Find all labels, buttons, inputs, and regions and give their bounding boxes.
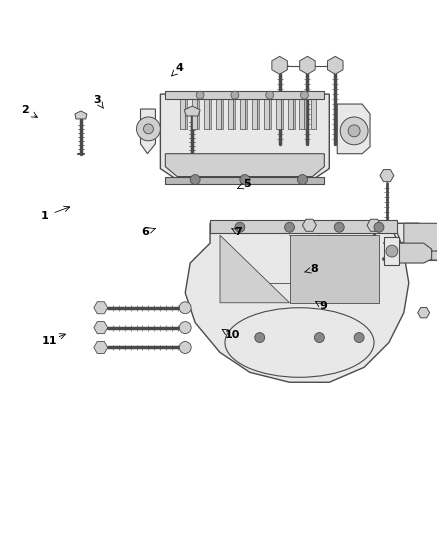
Circle shape <box>374 222 384 232</box>
Circle shape <box>314 333 324 343</box>
Polygon shape <box>252 97 257 129</box>
Polygon shape <box>165 91 324 99</box>
Circle shape <box>340 117 368 145</box>
Polygon shape <box>384 243 438 259</box>
Circle shape <box>348 125 360 137</box>
Polygon shape <box>300 56 315 74</box>
Polygon shape <box>264 97 268 129</box>
Circle shape <box>386 245 398 257</box>
Polygon shape <box>418 308 430 318</box>
Polygon shape <box>94 321 108 334</box>
Ellipse shape <box>225 308 374 377</box>
Circle shape <box>179 302 191 314</box>
Text: 8: 8 <box>311 264 318 274</box>
Polygon shape <box>337 104 370 154</box>
Polygon shape <box>184 106 200 116</box>
Polygon shape <box>185 97 187 129</box>
Polygon shape <box>180 97 185 129</box>
Polygon shape <box>245 97 247 129</box>
Polygon shape <box>272 56 287 74</box>
Polygon shape <box>290 235 379 303</box>
Polygon shape <box>141 109 155 154</box>
Circle shape <box>231 91 239 99</box>
Polygon shape <box>209 97 211 129</box>
Polygon shape <box>75 111 87 119</box>
Polygon shape <box>303 219 316 231</box>
Polygon shape <box>210 220 397 233</box>
Polygon shape <box>304 97 307 129</box>
Polygon shape <box>185 223 427 382</box>
Text: 7: 7 <box>235 227 243 237</box>
Circle shape <box>255 333 265 343</box>
Polygon shape <box>268 97 271 129</box>
Circle shape <box>144 124 153 134</box>
Polygon shape <box>300 97 304 129</box>
Polygon shape <box>288 97 293 129</box>
Polygon shape <box>233 97 235 129</box>
Circle shape <box>137 117 160 141</box>
Polygon shape <box>311 97 316 129</box>
Polygon shape <box>394 243 431 263</box>
Circle shape <box>297 175 307 184</box>
Polygon shape <box>197 97 199 129</box>
Circle shape <box>334 222 344 232</box>
Circle shape <box>196 91 204 99</box>
Text: 1: 1 <box>41 211 49 221</box>
Circle shape <box>235 222 245 232</box>
Text: 6: 6 <box>141 227 149 237</box>
Circle shape <box>354 333 364 343</box>
Polygon shape <box>192 97 197 129</box>
Circle shape <box>240 175 250 184</box>
Polygon shape <box>221 97 223 129</box>
Text: 2: 2 <box>21 105 29 115</box>
Polygon shape <box>384 237 399 265</box>
Polygon shape <box>228 97 233 129</box>
Polygon shape <box>276 97 281 129</box>
Text: 3: 3 <box>93 95 101 104</box>
Polygon shape <box>94 302 108 314</box>
Circle shape <box>179 342 191 353</box>
Polygon shape <box>328 56 343 74</box>
Polygon shape <box>204 97 209 129</box>
Circle shape <box>179 321 191 334</box>
Text: 4: 4 <box>176 63 184 73</box>
Polygon shape <box>293 97 294 129</box>
Circle shape <box>190 175 200 184</box>
Circle shape <box>285 222 294 232</box>
Polygon shape <box>257 97 259 129</box>
Polygon shape <box>367 219 381 231</box>
Polygon shape <box>165 154 324 176</box>
Polygon shape <box>404 223 438 251</box>
Polygon shape <box>160 94 329 179</box>
Polygon shape <box>380 169 394 182</box>
Circle shape <box>300 91 308 99</box>
Text: 10: 10 <box>224 330 240 341</box>
Text: 9: 9 <box>319 301 327 311</box>
Polygon shape <box>240 97 245 129</box>
Polygon shape <box>165 176 324 183</box>
Text: 5: 5 <box>244 180 251 189</box>
Polygon shape <box>281 97 283 129</box>
Text: 11: 11 <box>42 336 57 345</box>
Circle shape <box>266 91 274 99</box>
Polygon shape <box>216 97 221 129</box>
Polygon shape <box>220 235 290 303</box>
Polygon shape <box>94 342 108 353</box>
